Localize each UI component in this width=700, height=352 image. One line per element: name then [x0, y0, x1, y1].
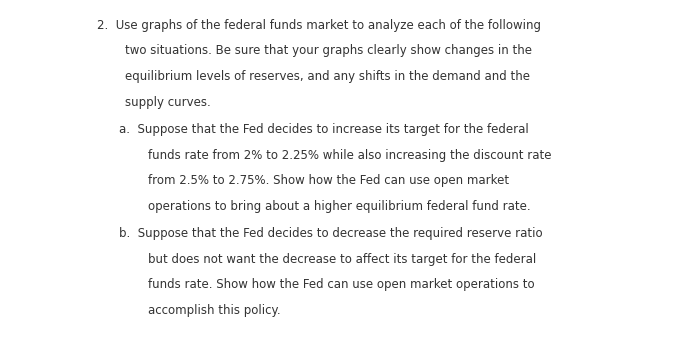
- Text: funds rate from 2% to 2.25% while also increasing the discount rate: funds rate from 2% to 2.25% while also i…: [148, 149, 552, 162]
- Text: supply curves.: supply curves.: [125, 96, 210, 109]
- Text: but does not want the decrease to affect its target for the federal: but does not want the decrease to affect…: [148, 253, 537, 266]
- Text: accomplish this policy.: accomplish this policy.: [148, 304, 281, 317]
- Text: a.  Suppose that the Fed decides to increase its target for the federal: a. Suppose that the Fed decides to incre…: [119, 123, 528, 136]
- Text: equilibrium levels of reserves, and any shifts in the demand and the: equilibrium levels of reserves, and any …: [125, 70, 530, 83]
- Text: from 2.5% to 2.75%. Show how the Fed can use open market: from 2.5% to 2.75%. Show how the Fed can…: [148, 174, 510, 187]
- Text: operations to bring about a higher equilibrium federal fund rate.: operations to bring about a higher equil…: [148, 200, 531, 213]
- Text: b.  Suppose that the Fed decides to decrease the required reserve ratio: b. Suppose that the Fed decides to decre…: [119, 227, 542, 240]
- Text: two situations. Be sure that your graphs clearly show changes in the: two situations. Be sure that your graphs…: [125, 44, 531, 57]
- Text: funds rate. Show how the Fed can use open market operations to: funds rate. Show how the Fed can use ope…: [148, 278, 535, 291]
- Text: 2.  Use graphs of the federal funds market to analyze each of the following: 2. Use graphs of the federal funds marke…: [97, 19, 540, 32]
